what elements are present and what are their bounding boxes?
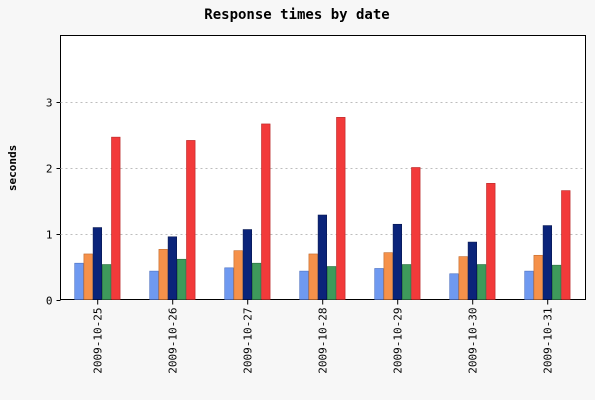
y-axis-ticks: 0 1 2 3 <box>46 97 61 308</box>
x-tick-label: 2009-10-30 <box>467 308 480 374</box>
x-tick-label: 2009-10-27 <box>242 308 255 374</box>
x-tick-label: 2009-10-26 <box>167 308 180 374</box>
bar-3-2009-10-29 <box>392 223 403 300</box>
x-tick-label: 2009-10-28 <box>317 308 330 374</box>
y-tick-label: 2 <box>46 163 53 176</box>
bar-5-2009-10-30 <box>486 183 496 300</box>
bar-5-2009-10-25 <box>111 136 121 300</box>
bar-3-2009-10-28 <box>317 214 328 300</box>
bar-2-2009-10-30 <box>458 256 468 300</box>
bar-3-2009-10-25 <box>92 227 102 300</box>
chart-title: Response times by date <box>204 7 389 23</box>
bar-2-2009-10-27 <box>233 250 243 300</box>
bar-2-2009-10-29 <box>383 252 393 300</box>
bar-1-2009-10-26 <box>149 270 159 300</box>
bar-4-2009-10-27 <box>252 262 262 300</box>
y-tick-label: 0 <box>46 295 53 308</box>
bar-5-2009-10-27 <box>261 123 271 300</box>
bar-2-2009-10-31 <box>533 254 543 300</box>
bar-5-2009-10-31 <box>561 190 571 300</box>
bar-2-2009-10-25 <box>83 253 93 300</box>
bar-3-2009-10-31 <box>542 225 552 300</box>
bar-5-2009-10-26 <box>186 140 196 300</box>
bar-5-2009-10-28 <box>336 117 346 300</box>
bar-1-2009-10-29 <box>374 268 384 300</box>
bar-1-2009-10-30 <box>449 273 459 300</box>
bar-1-2009-10-27 <box>224 267 234 300</box>
bar-3-2009-10-30 <box>467 241 478 300</box>
bar-3-2009-10-27 <box>242 229 253 300</box>
bar-3-2009-10-26 <box>167 236 178 300</box>
x-axis-ticks: 2009-10-25 2009-10-26 2009-10-27 2009-10-28… <box>92 299 555 374</box>
bar-4-2009-10-25 <box>102 264 112 300</box>
y-tick-label: 3 <box>46 97 53 110</box>
bar-4-2009-10-28 <box>326 266 337 300</box>
bar-1-2009-10-28 <box>299 270 309 300</box>
bar-5-2009-10-29 <box>411 167 421 300</box>
y-tick-label: 1 <box>46 229 53 242</box>
bar-4-2009-10-31 <box>551 264 562 300</box>
bar-1-2009-10-25 <box>74 262 84 300</box>
bar-4-2009-10-30 <box>476 264 487 300</box>
bar-2-2009-10-28 <box>308 253 318 300</box>
x-tick-label: 2009-10-29 <box>392 308 405 374</box>
x-tick-label: 2009-10-31 <box>542 308 555 374</box>
y-axis-label: seconds <box>6 145 19 191</box>
bars <box>74 117 571 300</box>
bar-4-2009-10-29 <box>401 264 412 300</box>
bar-2-2009-10-26 <box>158 249 168 300</box>
bar-4-2009-10-26 <box>177 258 187 300</box>
x-tick-label: 2009-10-25 <box>92 308 105 374</box>
bar-1-2009-10-31 <box>524 270 534 300</box>
